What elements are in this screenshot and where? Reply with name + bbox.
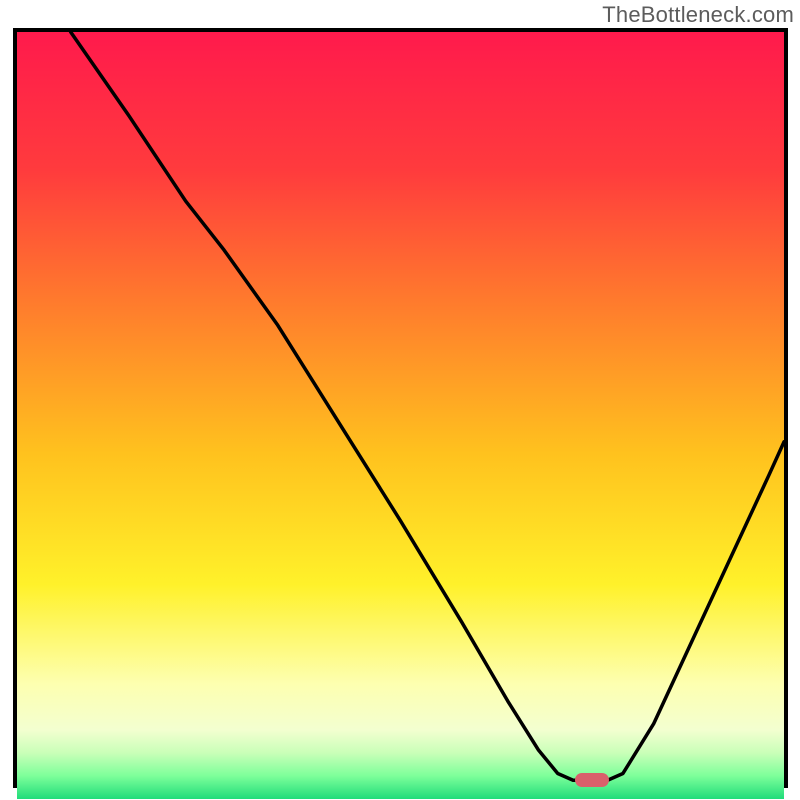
optimal-marker [575,773,609,787]
chart-background-gradient [17,32,784,799]
watermark: TheBottleneck.com [602,2,794,28]
chart-frame [13,28,788,788]
